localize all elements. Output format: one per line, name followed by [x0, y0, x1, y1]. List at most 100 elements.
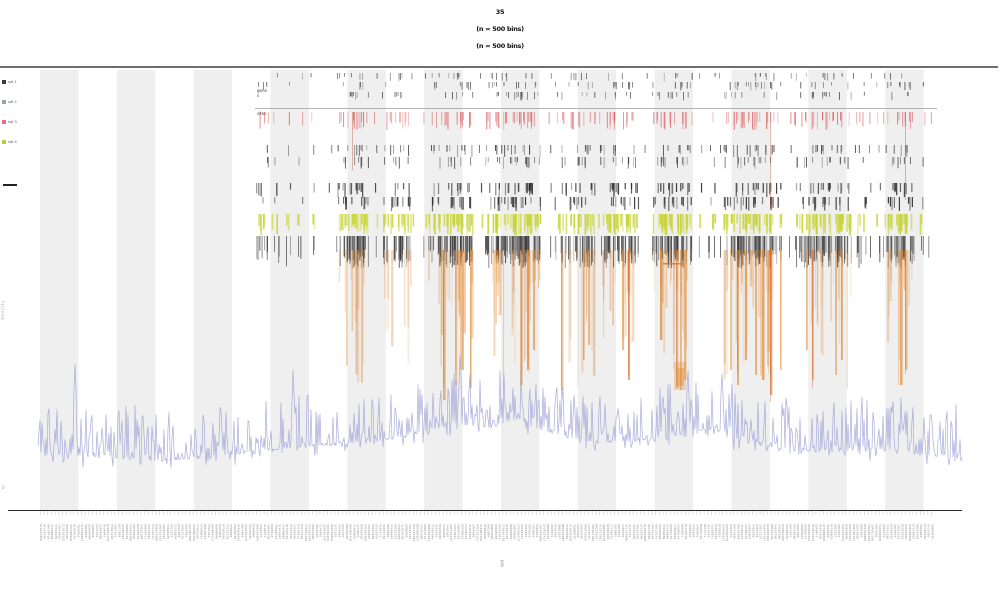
x-tick-label: 8643898: [386, 524, 390, 537]
x-tick-label: 9312573: [170, 524, 174, 537]
x-tick-label: 602122131: [475, 524, 479, 541]
x-tick-label: 69928931: [800, 524, 804, 539]
legend-item-label: set 4: [8, 140, 17, 144]
x-tick-label: 5625502: [114, 524, 118, 537]
x-tick-label: 026377591: [762, 524, 766, 541]
x-tick-label: 639382466: [908, 524, 912, 541]
x-tick-label: 56832807: [748, 524, 752, 539]
coverage-streaks: [338, 112, 913, 403]
x-tick-label: 678641736: [106, 524, 110, 541]
track-dense-dark: [256, 236, 930, 269]
x-tick-label: 87341693: [222, 524, 226, 539]
x-tick-label: 2307758: [755, 524, 759, 537]
x-tick-label: 37955892: [565, 524, 569, 539]
x-axis-tick-labels: 619147844 87307764 99774418 71286809 7731465…: [39, 511, 934, 541]
x-tick-label: 713715921: [598, 524, 602, 541]
x-tick-label: 58563816: [132, 524, 136, 539]
x-tick-label: 5495387: [445, 524, 449, 537]
track-red-ticks: [259, 112, 932, 130]
x-tick-label: 18979866: [513, 524, 517, 539]
track-yellowgreen-bars: [258, 214, 923, 236]
x-tick-label: 3444096: [472, 524, 476, 537]
x-tick-label: 1145495: [319, 524, 323, 537]
legend-item: set 3: [2, 120, 22, 124]
x-tick-label: 3271205: [334, 524, 338, 537]
x-tick-label: 7518374: [707, 524, 711, 537]
x-tick-label: 13112551: [151, 524, 155, 539]
x-tick-label: 87307764: [43, 524, 47, 539]
x-tick-label: 68465719: [770, 524, 774, 539]
x-tick-label: 4079919: [528, 524, 532, 537]
x-tick-label: 150424178: [501, 524, 505, 541]
x-tick-label: 56583609: [658, 524, 662, 539]
x-tick-label: 68881279: [125, 524, 129, 539]
track-label-bottom: sites: [257, 111, 267, 116]
x-tick-label: 864884817: [416, 524, 420, 541]
x-tick-label: 22796260: [785, 524, 789, 539]
x-tick-label: 08816267: [557, 524, 561, 539]
x-tick-label: 80539027: [203, 524, 207, 539]
x-tick-label: 34751847: [498, 524, 502, 539]
x-tick-label: 2876455: [617, 524, 621, 537]
x-tick-label: 65326507: [375, 524, 379, 539]
x-tick-label: 710432528: [569, 524, 573, 541]
x-tick-label: 475688662: [822, 524, 826, 541]
x-tick-label: 00122527: [654, 524, 658, 539]
legend-item: set 2: [2, 100, 22, 104]
x-tick-label: 4562189: [554, 524, 558, 537]
x-tick-label: 412847336: [479, 524, 483, 541]
x-tick-label: 10215337: [759, 524, 763, 539]
x-tick-label: 88084353: [546, 524, 550, 539]
x-tick-label: 31810339: [401, 524, 405, 539]
x-tick-label: 34685058: [494, 524, 498, 539]
x-tick-label: 548330658: [878, 524, 882, 541]
x-tick-label: 304562276: [326, 524, 330, 541]
x-axis-line: [8, 510, 962, 511]
chart-title-line1: 35: [495, 8, 505, 16]
x-tick-label: 14231384: [140, 524, 144, 539]
x-tick-label: 09246717: [143, 524, 147, 539]
x-tick-label: 46393757: [393, 524, 397, 539]
x-tick-label: 245142475: [841, 524, 845, 541]
x-tick-label: 62881904: [606, 524, 610, 539]
x-tick-label: 84426500: [360, 524, 364, 539]
x-tick-label: 29225706: [636, 524, 640, 539]
x-tick-label: 01304803: [830, 524, 834, 539]
x-tick-label: 18456002: [58, 524, 62, 539]
legend-swatch-icon: [2, 140, 6, 144]
x-tick-label: 65804866: [483, 524, 487, 539]
x-tick-label: 72406785: [248, 524, 252, 539]
x-tick-label: 44784334: [744, 524, 748, 539]
legend-item: set 4: [2, 140, 22, 144]
x-tick-label: 620420344: [807, 524, 811, 541]
x-tick-label: 2225068: [218, 524, 222, 537]
track-separator-rule: [255, 108, 937, 109]
x-tick-label: 922697192: [766, 524, 770, 541]
x-tick-label: 33681614: [677, 524, 681, 539]
x-tick-label: 4453388: [576, 524, 580, 537]
x-tick-label: 27126799: [639, 524, 643, 539]
x-tick-label: 47387327: [121, 524, 125, 539]
x-tick-label: 55568880: [666, 524, 670, 539]
x-tick-label: 293569772: [725, 524, 729, 541]
x-tick-label: 90922802: [509, 524, 513, 539]
signal-trace: [37, 354, 963, 468]
x-tick-label: 315598267: [80, 524, 84, 541]
x-tick-label: 79363741: [408, 524, 412, 539]
x-tick-label: 229421770: [322, 524, 326, 541]
x-tick-label: 04446184: [651, 524, 655, 539]
x-tick-label: 3038893: [613, 524, 617, 537]
x-tick-label: 73363399: [419, 524, 423, 539]
track-black-ticks-bold: [256, 183, 924, 212]
x-tick-label: 197953669: [539, 524, 543, 541]
x-tick-label: 75867649: [431, 524, 435, 539]
x-tick-label: 770547392: [304, 524, 308, 541]
x-tick-label: 495552715: [449, 524, 453, 541]
x-tick-label: 68840475: [930, 524, 934, 539]
x-tick-label: 94067172: [669, 524, 673, 539]
x-tick-label: 71046805: [352, 524, 356, 539]
x-tick-label: 29039538: [233, 524, 237, 539]
x-tick-label: 4141791: [628, 524, 632, 537]
